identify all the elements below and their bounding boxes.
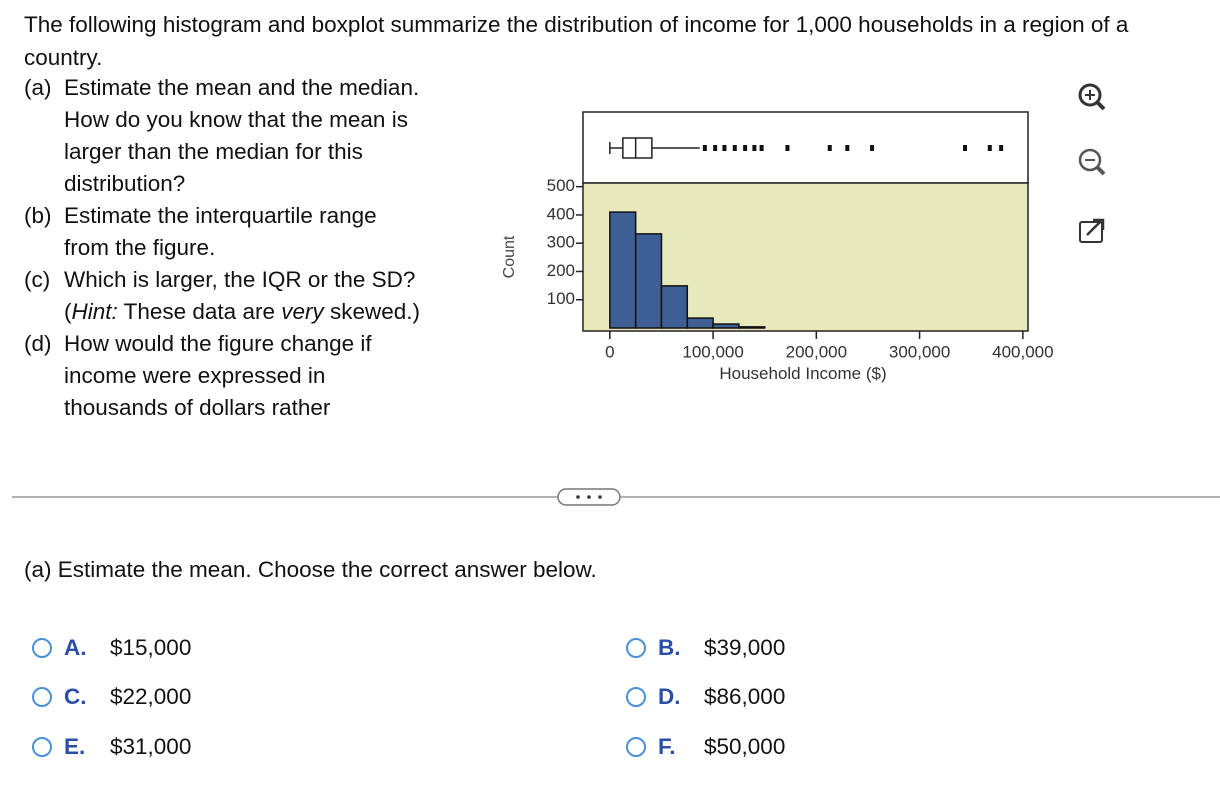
part-text: Which is larger, the IQR or the SD? ( (64, 267, 416, 324)
option[interactable]: F. $50,000 (626, 734, 785, 760)
outlier (963, 145, 968, 151)
option-letter: D. (658, 684, 681, 709)
chart: Count Household Income ($) 100 200 300 400 5… (501, 111, 1054, 383)
outlier (752, 145, 757, 151)
option[interactable]: C. $22,000 (32, 684, 191, 710)
option-letter: E. (64, 734, 86, 759)
option-text: $86,000 (704, 684, 786, 709)
outlier (987, 145, 992, 151)
x-tick-label: 0 (605, 342, 614, 361)
y-tick-label: 400 (547, 204, 575, 223)
question-intro: The following histogram and boxplot summ… (24, 12, 1129, 70)
part: (b) Estimate the interquartile range from… (24, 200, 424, 264)
option-text: $15,000 (110, 635, 192, 660)
y-tick-label: 100 (547, 289, 575, 308)
x-axis-label: Household Income ($) (719, 364, 886, 383)
part-text: How would the figure change if income we… (64, 331, 372, 420)
part-label: (a) (24, 75, 52, 100)
outlier (870, 145, 875, 151)
option[interactable]: A. $15,000 (32, 635, 191, 661)
y-tick-label: 200 (547, 261, 575, 280)
separator (12, 488, 1220, 506)
part-label: (c) (24, 267, 51, 292)
y-tick-label: 300 (547, 233, 575, 252)
outlier (999, 145, 1004, 151)
option-letter: C. (64, 684, 87, 709)
part: (c) Which is larger, the IQR or the SD? (… (24, 264, 424, 328)
option-text: $50,000 (704, 734, 786, 759)
x-tick-label: 300,000 (889, 342, 950, 361)
bar (738, 326, 766, 329)
part-text: Hint: (71, 299, 118, 324)
outlier (759, 145, 764, 151)
option-text: $39,000 (704, 635, 786, 660)
question-parts: (a) Estimate the mean and the median. How… (24, 72, 424, 424)
outlier (827, 145, 832, 151)
prompt: (a) Estimate the mean. Choose the correc… (24, 557, 597, 582)
option[interactable]: E. $31,000 (32, 734, 191, 760)
x-tick-label: 200,000 (786, 342, 847, 361)
outlier (722, 145, 727, 151)
part-text: These data are (117, 299, 282, 324)
bar (609, 211, 637, 329)
option-letter: A. (64, 635, 87, 660)
part-label: (b) (24, 203, 52, 228)
bar (712, 323, 740, 329)
part-label: (d) (24, 331, 52, 356)
bar (686, 317, 714, 329)
part: (a) Estimate the mean and the median. How… (24, 72, 424, 200)
option-text: $31,000 (110, 734, 192, 759)
outlier (702, 145, 707, 151)
outlier (713, 145, 718, 151)
option-letter: B. (658, 635, 681, 660)
part-text: Estimate the interquartile range from th… (64, 203, 377, 260)
x-tick-label: 400,000 (992, 342, 1053, 361)
part: (d) How would the figure change if income… (24, 328, 424, 424)
outlier (732, 145, 737, 151)
outlier (845, 145, 850, 151)
bar (660, 285, 689, 329)
part-text: Estimate the mean and the median. How do… (64, 75, 420, 196)
part-text: very (281, 299, 324, 324)
outlier (785, 145, 790, 151)
option-text: $22,000 (110, 684, 192, 709)
x-tick-label: 100,000 (682, 342, 743, 361)
option-letter: F. (658, 734, 676, 759)
outlier (743, 145, 748, 151)
option[interactable]: B. $39,000 (626, 635, 785, 661)
option[interactable]: D. $86,000 (626, 684, 785, 710)
part-text: skewed.) (323, 299, 421, 324)
y-axis-label: Count (501, 235, 518, 278)
toolbar[interactable] (1070, 76, 1120, 266)
box (622, 137, 653, 159)
bar (634, 233, 663, 329)
y-tick-label: 500 (547, 176, 575, 195)
